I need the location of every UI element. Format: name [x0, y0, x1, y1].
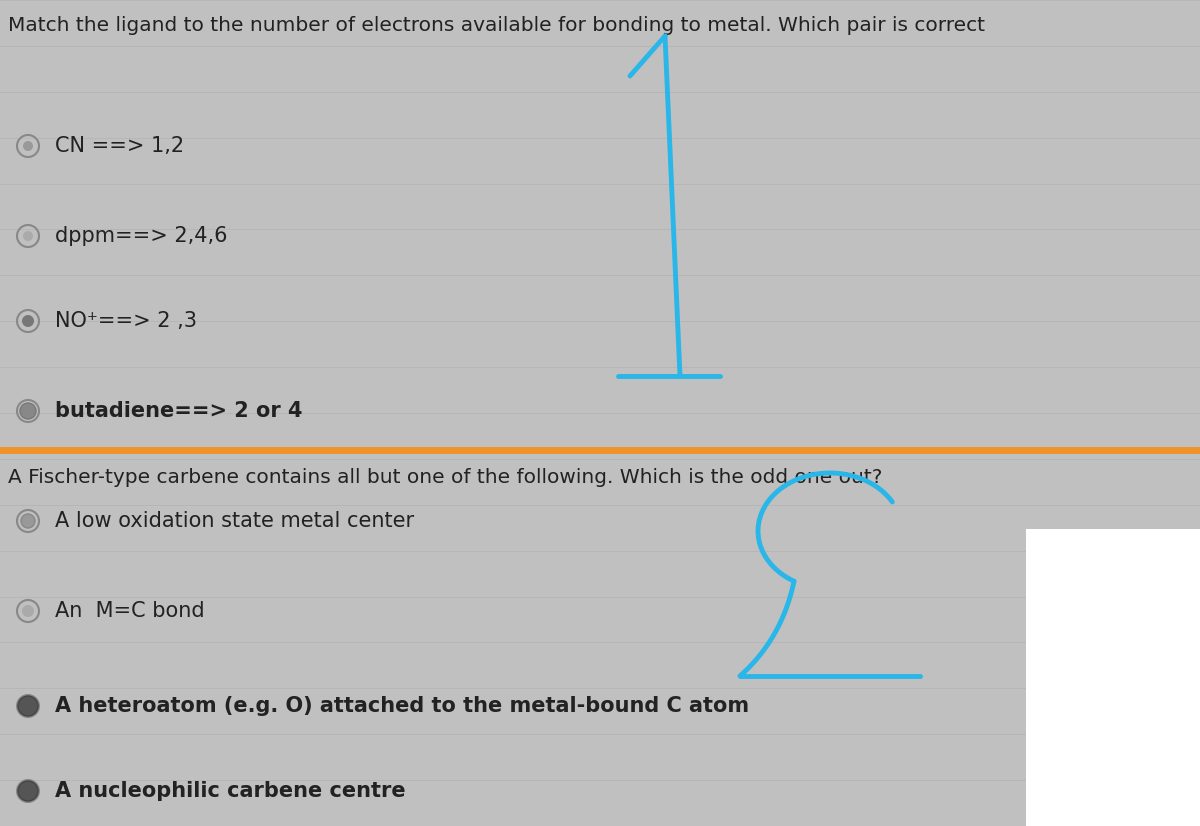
Circle shape	[18, 696, 38, 716]
Text: A low oxidation state metal center: A low oxidation state metal center	[55, 511, 414, 531]
Circle shape	[20, 403, 36, 419]
Text: A nucleophilic carbene centre: A nucleophilic carbene centre	[55, 781, 406, 801]
Circle shape	[18, 781, 38, 801]
Text: An  M=C bond: An M=C bond	[55, 601, 205, 621]
Text: Match the ligand to the number of electrons available for bonding to metal. Whic: Match the ligand to the number of electr…	[8, 16, 985, 35]
Circle shape	[23, 231, 34, 241]
Text: butadiene==> 2 or 4: butadiene==> 2 or 4	[55, 401, 302, 421]
Circle shape	[22, 514, 35, 528]
Text: A heteroatom (e.g. O) attached to the metal-bound C atom: A heteroatom (e.g. O) attached to the me…	[55, 696, 749, 716]
Circle shape	[22, 315, 34, 327]
Bar	[1026, 529, 1200, 826]
Text: A Fischer-type carbene contains all but one of the following. Which is the odd o: A Fischer-type carbene contains all but …	[8, 468, 882, 487]
Circle shape	[23, 141, 34, 151]
Text: CN ==> 1,2: CN ==> 1,2	[55, 136, 184, 156]
Text: NO⁺==> 2 ,3: NO⁺==> 2 ,3	[55, 311, 197, 331]
Text: dppm==> 2,4,6: dppm==> 2,4,6	[55, 226, 228, 246]
Circle shape	[22, 605, 34, 617]
